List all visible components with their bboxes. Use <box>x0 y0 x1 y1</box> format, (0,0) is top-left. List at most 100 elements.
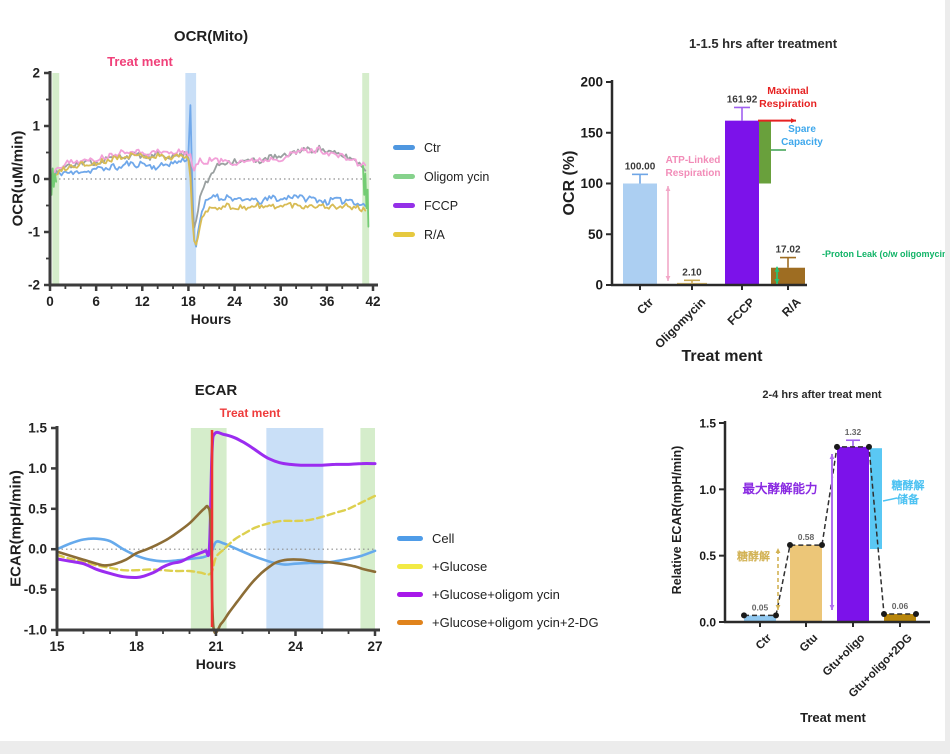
connector-dot <box>866 443 872 450</box>
proton-leak-annotation: -Proton Leak (o/w oligomycin?) <box>822 249 950 259</box>
connector-dot <box>773 612 779 619</box>
y-tick-label: 0 <box>32 172 40 187</box>
y-tick-label: 1.0 <box>28 461 47 476</box>
ecar-line-legend-swatch <box>397 564 423 570</box>
y-tick-label: 1.5 <box>699 417 716 431</box>
bar-value-label: 161.92 <box>727 94 758 105</box>
connector-dot <box>913 611 919 618</box>
max-glycolytic-capacity-annotation: 最大酵解能力 <box>742 482 818 496</box>
ocr-mito-panel: 0 6 12 18 24 30 36 42 -2 -1 0 1 2 OCR(Mito) Hours OC… <box>0 0 515 370</box>
y-tick-label: 0.0 <box>699 616 716 630</box>
y-tick-label: 150 <box>580 125 603 140</box>
y-tick-label: 1.0 <box>699 483 716 497</box>
atp-linked-arrow-head <box>665 276 671 281</box>
ecar-line-legend-item: Cell <box>397 530 454 546</box>
screenshot-edge-right <box>945 0 950 754</box>
x-tick-label: 42 <box>365 294 380 309</box>
shaded-band <box>266 428 324 630</box>
reserve-pointer <box>882 497 898 502</box>
bar-ctr <box>623 183 657 285</box>
relative-ecar-x-axis-label: Treat ment <box>800 710 866 725</box>
x-tick-label: 18 <box>181 294 197 309</box>
ecar-line-legend-swatch <box>397 620 423 626</box>
relative-ecar-plot-area: 0.0 0.5 1.0 1.5 0.05 0.58 1.32 0.06 <box>640 370 950 754</box>
y-tick-label: -1.0 <box>24 623 47 638</box>
ecar-line-legend-label: +Glucose <box>432 559 488 575</box>
ecar-x-axis-label: Hours <box>195 656 237 672</box>
ecar-y-axis-label: ECAR(mpH/min) <box>7 470 25 587</box>
x-tick-label: 21 <box>208 639 224 654</box>
ocr-mito-plot-area: 0 6 12 18 24 30 36 42 -2 -1 0 1 2 <box>0 0 515 375</box>
maximal-respiration-arrow-head <box>791 118 796 123</box>
bar-ctr <box>744 615 776 622</box>
y-tick-label: 1.5 <box>28 421 47 436</box>
y-tick-label: 1 <box>32 119 40 134</box>
bar-value-label: 17.02 <box>775 245 800 256</box>
ocr-mito-line-legend-item: Oligom ycin <box>393 169 489 184</box>
ocr-mito-y-axis-label: OCR(uM/min) <box>9 130 27 227</box>
bar-value-label: 2.10 <box>682 267 702 278</box>
shaded-band <box>360 428 375 630</box>
ecar-line-legend-item: +Glucose+oligom ycin+2-DG <box>397 614 599 630</box>
ocr-mito-line-legend-item: R/A <box>393 227 445 242</box>
y-tick-label: -2 <box>28 278 40 293</box>
y-tick-label: 0 <box>595 278 603 293</box>
x-tick-label: 0 <box>46 294 54 309</box>
treatment-annotation: Treat ment <box>107 54 173 69</box>
ecar-plot-area: 15 18 21 24 27 -1.0 -0.5 0.0 0.5 1.0 1.5 <box>0 370 650 754</box>
y-tick-label: 0.5 <box>28 501 47 516</box>
ocr-mito-line-legend-swatch <box>393 203 415 209</box>
series-r-a <box>49 152 367 246</box>
maximal-respiration-annotation: Maximal Respiration <box>759 85 817 111</box>
connector-dot <box>741 612 747 619</box>
ocr-percent-bar-svg: 0 50 100 150 200 100.00 2.10 161.92 17.02 <box>580 75 807 293</box>
bar-value-label: 0.58 <box>798 532 815 542</box>
glycolysis-arrow-head <box>775 548 781 553</box>
ecar-line-svg: 15 18 21 24 27 -1.0 -0.5 0.0 0.5 1.0 1.5 <box>24 421 383 655</box>
bar-value-label: 0.05 <box>752 602 769 612</box>
ocr-mito-line-legend-label: R/A <box>424 227 445 242</box>
max-glycolytic-capacity-arrow-head <box>829 454 835 459</box>
x-tick-label: 12 <box>135 294 150 309</box>
ocr-mito-title: OCR(Mito) <box>173 28 249 45</box>
proton-leak-arrow-head <box>774 279 780 284</box>
spare-capacity-annotation: Spare Capacity <box>781 124 823 148</box>
glycolysis-arrow-head <box>775 605 781 610</box>
series-cell <box>55 537 377 566</box>
x-tick-label: 18 <box>129 639 145 654</box>
ecar-line-legend-label: +Glucose+oligom ycin <box>432 587 560 603</box>
bar-value-label: 0.06 <box>892 601 909 611</box>
series-oligom-ycin-edge-right <box>362 164 370 228</box>
atp-linked-annotation: ATP-Linked Respiration <box>665 155 721 179</box>
ocr-mito-line-legend-swatch <box>393 145 415 151</box>
spare-capacity-bar <box>759 120 771 184</box>
ocr-mito-line-legend-label: FCCP <box>424 198 459 213</box>
y-tick-label: 0.0 <box>28 542 47 557</box>
ocr-percent-y-axis-label: OCR (%) <box>561 150 578 216</box>
ocr-mito-line-legend-label: Oligom ycin <box>424 169 490 184</box>
screenshot-edge-bottom <box>0 741 950 754</box>
ocr-mito-line-legend-item: Ctr <box>393 140 441 155</box>
relative-ecar-panel: 0.0 0.5 1.0 1.5 0.05 0.58 1.32 0.06 2-4 hrs aft… <box>640 370 950 754</box>
connector-dot <box>819 542 825 549</box>
glycolysis-annotation: 糖酵解 <box>737 551 770 563</box>
series--glucose <box>55 494 377 576</box>
bar-value-label: 1.32 <box>845 427 862 437</box>
x-tick-label: 6 <box>92 294 100 309</box>
series-ctr <box>49 104 367 248</box>
bar-top-connector <box>744 446 916 617</box>
connector-dot <box>834 443 840 450</box>
y-tick-label: -1 <box>28 225 40 240</box>
relative-ecar-bar-svg: 0.0 0.5 1.0 1.5 0.05 0.58 1.32 0.06 <box>699 417 930 630</box>
bar-gtu-oligo <box>837 446 869 622</box>
connector-dot <box>881 611 887 618</box>
bar-gtu <box>790 545 822 622</box>
ecar-line-legend-label: Cell <box>432 531 455 547</box>
series-oligom-ycin <box>49 144 367 229</box>
ecar-line-legend-item: +Glucose+oligom ycin <box>397 586 560 602</box>
connector-dot <box>787 542 793 549</box>
x-tick-label: 15 <box>49 639 65 654</box>
ocr-mito-line-legend-swatch <box>393 232 415 238</box>
